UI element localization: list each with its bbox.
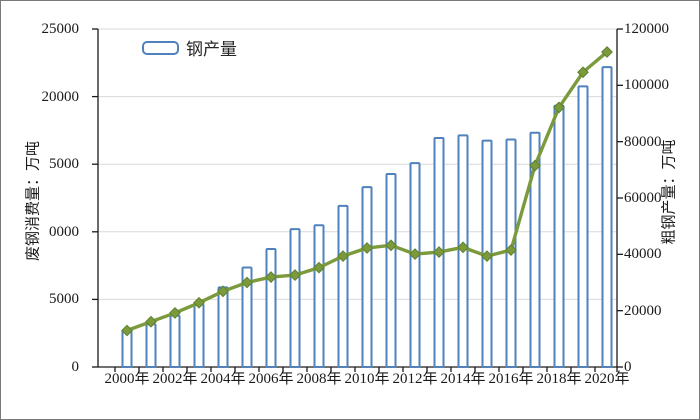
x-axis-tick-label: 2004年 <box>200 371 246 387</box>
legend-bar-swatch-icon <box>142 40 179 55</box>
line-marker-diamond-icon <box>385 239 397 252</box>
left-axis-tick-label: 5000 <box>49 156 79 173</box>
bar <box>217 286 229 368</box>
line-marker-diamond-icon <box>169 307 181 319</box>
line-marker-diamond-icon <box>433 246 445 258</box>
right-axis-tick-label: 0 <box>624 359 632 375</box>
bar <box>601 66 613 369</box>
line-marker-diamond-icon <box>457 241 469 254</box>
line-marker-diamond-icon <box>313 261 325 274</box>
left-axis-tick-label: 0000 <box>49 223 79 240</box>
right-axis-tick-label: 100000 <box>624 77 669 94</box>
x-axis-tick-label: 2010年 <box>344 371 390 387</box>
bar <box>409 162 421 368</box>
line-marker-diamond-icon <box>337 250 349 263</box>
x-axis-tick-label: 2000年 <box>104 371 150 387</box>
bar <box>241 266 253 368</box>
bar <box>313 224 325 368</box>
x-axis-tick-label: 2008年 <box>296 371 342 387</box>
line-marker-diamond-icon <box>217 285 229 298</box>
line-marker-diamond-icon <box>577 66 589 79</box>
left-axis-title: 废钢消费量：万吨 <box>25 140 42 262</box>
line-marker-diamond-icon <box>361 242 373 254</box>
x-axis-tick-label: 2016年 <box>488 371 534 387</box>
right-axis-tick-label: 80000 <box>624 133 662 150</box>
left-axis-tick-label: 0 <box>71 359 80 375</box>
bar <box>289 228 301 368</box>
right-axis-tick-label: 60000 <box>624 190 662 206</box>
line-marker-diamond-icon <box>481 250 493 263</box>
left-axis-tick-label: 25000 <box>41 21 80 37</box>
line-marker-diamond-icon <box>505 244 517 256</box>
bar <box>337 204 349 368</box>
line-marker-diamond-icon <box>145 315 157 328</box>
bar <box>145 323 157 369</box>
line-marker-diamond-icon <box>289 269 301 281</box>
x-axis-tick-label: 2012年 <box>392 371 438 387</box>
bar <box>553 104 565 368</box>
bar <box>577 85 589 369</box>
legend: 钢产量 <box>142 35 237 60</box>
line-marker-diamond-icon <box>241 276 253 289</box>
left-axis-tick-label: 5000 <box>49 291 79 308</box>
right-axis-tick-label: 20000 <box>624 302 662 319</box>
bar <box>385 172 397 368</box>
x-axis-tick-label: 2002年 <box>152 371 198 387</box>
x-axis-tick-label: 2014年 <box>440 371 486 387</box>
line-marker-diamond-icon <box>121 324 133 337</box>
x-axis-tick-label: 2020年 <box>584 371 630 387</box>
x-axis-tick-label: 2006年 <box>248 371 294 387</box>
bar <box>529 131 541 368</box>
right-axis-tick-label: 120000 <box>624 21 669 37</box>
legend-label: 钢产量 <box>186 40 237 59</box>
line-marker-diamond-icon <box>265 271 277 283</box>
left-axis-tick-label: 20000 <box>41 88 80 105</box>
bar <box>169 314 181 368</box>
line-marker-diamond-icon <box>553 101 565 114</box>
bar <box>361 186 373 368</box>
right-axis-tick-label: 40000 <box>624 246 662 263</box>
line-marker-diamond-icon <box>409 248 421 261</box>
line-marker-diamond-icon <box>529 159 541 172</box>
bar <box>265 247 277 369</box>
line-marker-diamond-icon <box>601 46 613 58</box>
right-axis-title: 粗钢产量：万吨 <box>661 139 678 245</box>
bar <box>193 303 205 368</box>
line-marker-diamond-icon <box>193 296 205 309</box>
x-axis-tick-label: 2018年 <box>536 371 582 387</box>
